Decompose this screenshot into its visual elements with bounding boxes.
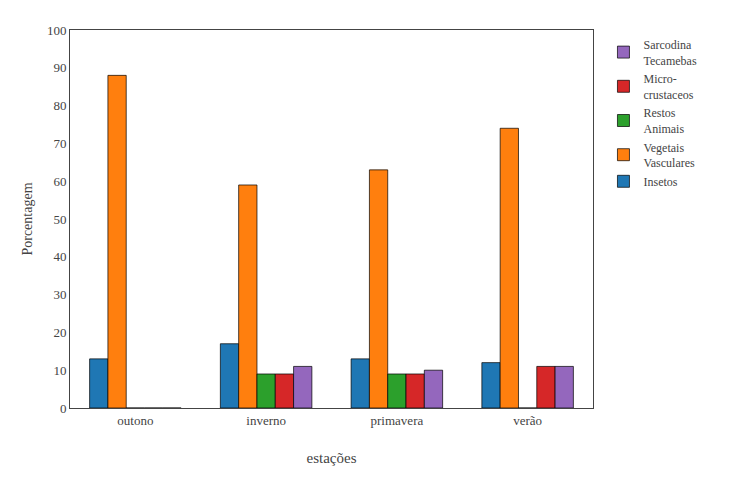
svg-text:Porcentagem: Porcentagem [20, 182, 35, 255]
svg-text:60: 60 [53, 174, 66, 189]
svg-text:primavera: primavera [371, 413, 424, 428]
svg-text:inverno: inverno [246, 413, 286, 428]
svg-text:RestosAnimais: RestosAnimais [643, 106, 684, 136]
svg-text:Micro-crustaceos: Micro-crustaceos [643, 72, 693, 102]
svg-text:20: 20 [53, 325, 66, 340]
svg-text:40: 40 [53, 249, 66, 264]
svg-text:100: 100 [47, 23, 67, 38]
svg-text:VegetaisVasculares: VegetaisVasculares [643, 141, 695, 171]
svg-text:90: 90 [53, 60, 66, 75]
svg-text:estações: estações [307, 450, 357, 466]
svg-text:verão: verão [513, 413, 542, 428]
svg-text:50: 50 [53, 212, 66, 227]
svg-text:outono: outono [117, 413, 153, 428]
svg-text:80: 80 [53, 98, 66, 113]
svg-text:30: 30 [53, 287, 66, 302]
svg-text:10: 10 [53, 363, 66, 378]
svg-text:Insetos: Insetos [643, 175, 677, 189]
svg-text:0: 0 [60, 401, 67, 416]
svg-text:70: 70 [53, 136, 66, 151]
svg-text:SarcodinaTecamebas: SarcodinaTecamebas [643, 38, 696, 68]
